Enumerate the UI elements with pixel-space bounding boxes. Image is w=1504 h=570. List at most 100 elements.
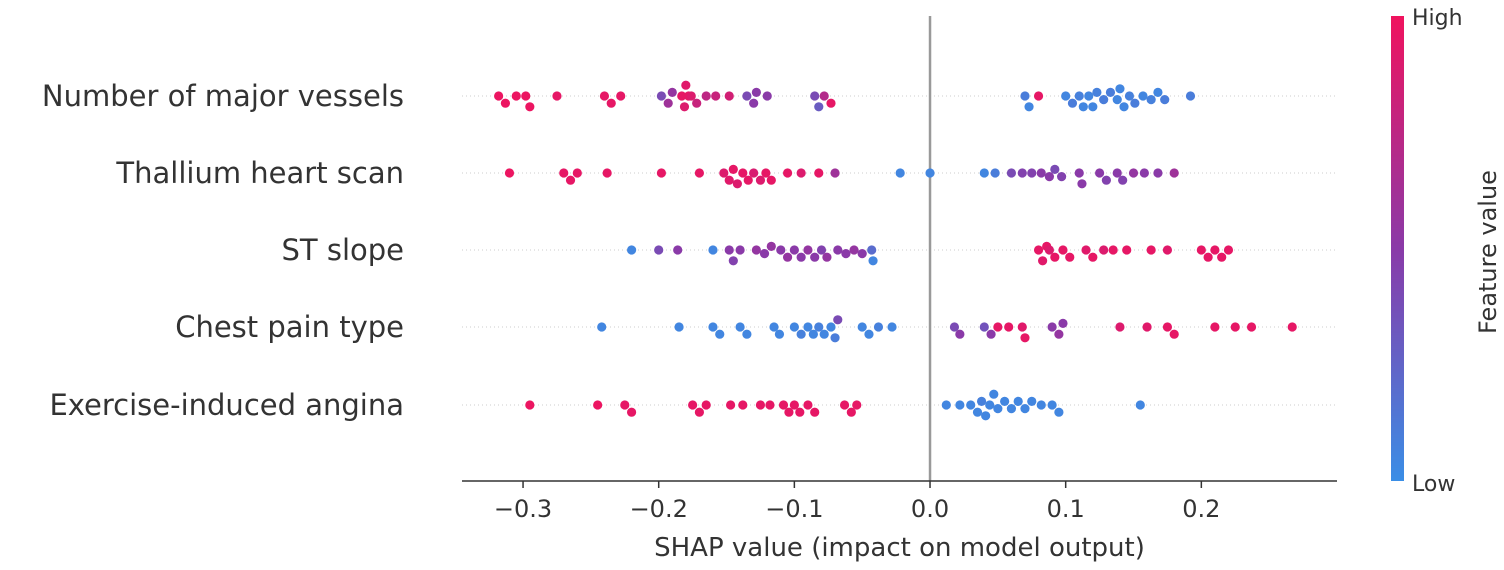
shap-point — [686, 91, 696, 101]
shap-point — [1058, 318, 1068, 328]
shap-point — [1058, 245, 1068, 255]
shap-point — [1169, 168, 1179, 178]
shap-point — [1169, 329, 1179, 339]
shap-point — [1210, 245, 1220, 255]
shap-point — [826, 322, 836, 332]
shap-point — [656, 168, 667, 178]
shap-point — [1196, 245, 1206, 255]
feature-label: Chest pain type — [175, 310, 404, 344]
shap-point — [692, 98, 702, 108]
shap-point — [776, 245, 786, 255]
shap-point — [955, 329, 965, 339]
shap-point — [819, 329, 829, 339]
shap-point — [1217, 252, 1227, 262]
shap-point — [694, 407, 705, 417]
shap-point — [572, 168, 582, 178]
shap-point — [656, 91, 667, 101]
shap-point — [1067, 98, 1078, 108]
shap-point — [494, 91, 504, 101]
shap-point — [993, 404, 1003, 414]
shap-point — [1115, 84, 1125, 94]
shap-point — [985, 400, 995, 410]
shap-point — [803, 245, 813, 255]
shap-point — [867, 245, 877, 255]
shap-point — [795, 407, 805, 417]
x-axis-label: SHAP value (impact on model output) — [654, 533, 1145, 563]
shap-point — [816, 245, 827, 255]
shap-point — [732, 179, 742, 189]
shap-point — [1027, 168, 1037, 178]
shap-point — [701, 91, 711, 101]
shap-point — [1105, 87, 1116, 97]
shap-point — [620, 400, 630, 410]
shap-point — [525, 400, 535, 410]
feature-label: ST slope — [282, 233, 405, 267]
shap-point — [925, 168, 935, 178]
shap-point — [1112, 95, 1122, 105]
shap-point — [1081, 245, 1091, 255]
shap-point — [525, 102, 535, 112]
shap-point — [654, 245, 664, 255]
shap-point — [1124, 91, 1135, 101]
shap-point — [1033, 245, 1044, 255]
shap-point — [511, 91, 521, 101]
shap-point — [742, 329, 752, 339]
shap-point — [769, 322, 779, 332]
shap-point — [1077, 179, 1087, 189]
shap-point — [808, 329, 818, 339]
colorbar-high-label: High — [1412, 6, 1463, 31]
shap-point — [1246, 322, 1257, 332]
shap-point — [796, 168, 806, 178]
shap-point — [1139, 168, 1149, 178]
shap-point — [751, 245, 761, 255]
x-axis: −0.3 −0.2 −0.1 0.0 0.1 0.2 — [462, 480, 1337, 523]
shap-point — [1020, 333, 1030, 343]
shap-point — [1138, 91, 1148, 101]
shap-point — [1135, 400, 1145, 410]
shap-point — [1142, 322, 1152, 332]
shap-point — [673, 245, 683, 255]
shap-point — [941, 400, 951, 410]
shap-point — [761, 168, 771, 178]
shap-point — [1057, 172, 1067, 182]
shap-point — [833, 315, 843, 325]
shap-point — [759, 249, 770, 259]
shap-point — [626, 245, 637, 255]
shap-point — [559, 168, 569, 178]
shap-point — [681, 80, 691, 90]
shap-point — [677, 91, 687, 101]
shap-point — [726, 400, 736, 410]
shap-point — [1024, 102, 1034, 112]
shap-point — [1036, 168, 1046, 178]
shap-point — [1162, 245, 1173, 255]
shap-point — [626, 407, 637, 417]
shap-point — [839, 400, 850, 410]
shap-point — [504, 168, 515, 178]
shap-point — [864, 329, 874, 339]
shap-point — [796, 252, 806, 262]
shap-point — [976, 396, 987, 406]
shap-point — [887, 322, 897, 332]
shap-point — [679, 102, 690, 112]
shap-point — [1122, 245, 1132, 255]
shap-point — [593, 400, 603, 410]
shap-point — [1088, 102, 1098, 112]
shap-point — [1185, 91, 1196, 101]
shap-point — [728, 256, 738, 266]
shap-point — [796, 329, 806, 339]
shap-point — [1074, 91, 1084, 101]
shap-point — [979, 168, 989, 178]
shap-point — [715, 329, 725, 339]
feature-label: Exercise-induced angina — [49, 388, 404, 422]
shap-point — [810, 407, 820, 417]
shap-point — [735, 245, 745, 255]
shap-point — [814, 168, 824, 178]
shap-point — [1162, 322, 1173, 332]
shap-point — [1115, 322, 1125, 332]
shap-point — [1054, 329, 1064, 339]
shap-point — [830, 333, 840, 343]
shap-point — [868, 256, 878, 266]
shap-point — [708, 322, 718, 332]
shap-point — [565, 175, 576, 185]
